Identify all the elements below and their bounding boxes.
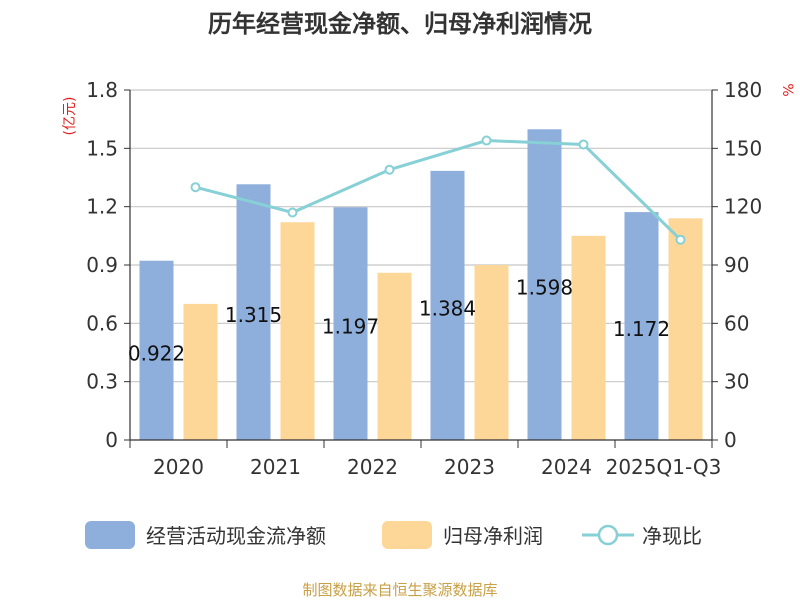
legend: 经营活动现金流净额 归母净利润 净现比 (85, 521, 702, 549)
left-tick-label: 1.2 (86, 195, 118, 219)
right-tick-label: 60 (724, 311, 749, 335)
bar-net-profit (281, 222, 315, 440)
source-note: 制图数据来自恒生聚源数据库 (302, 581, 497, 599)
bar-net-profit (378, 273, 412, 440)
left-tick-label: 0 (105, 428, 118, 452)
legend-swatch-net-profit (382, 521, 432, 549)
ratio-point (677, 236, 685, 244)
right-tick-label: 90 (724, 253, 749, 277)
x-tick-label: 2020 (153, 455, 204, 479)
x-tick-label: 2025Q1-Q3 (606, 455, 722, 479)
right-tick-label: 30 (724, 370, 749, 394)
right-axis-unit: % (779, 83, 795, 96)
right-tick-label: 120 (724, 195, 762, 219)
chart-canvas: 历年经营现金净额、归母净利润情况 0 0.3 0.6 0.9 1.2 1.5 1.8 0 30 6… (0, 0, 800, 600)
bar-data-label: 1.172 (613, 317, 670, 341)
bar-net-profit (184, 304, 218, 440)
ratio-point (483, 137, 491, 145)
left-axis-unit: (亿元) (62, 97, 78, 136)
bar-data-label: 1.315 (225, 303, 282, 327)
ratio-point (386, 166, 394, 174)
x-tick-label: 2022 (347, 455, 398, 479)
bar-data-label: 1.598 (516, 276, 573, 300)
right-tick-label: 180 (724, 78, 762, 102)
ratio-point (289, 209, 297, 217)
legend-swatch-ratio-marker (599, 526, 617, 544)
bars-group (140, 129, 703, 440)
bar-net-profit (572, 236, 606, 440)
chart-title: 历年经营现金净额、归母净利润情况 (208, 10, 592, 38)
bar-data-label: 0.922 (128, 341, 185, 365)
ratio-point (580, 140, 588, 148)
legend-label: 经营活动现金流净额 (146, 524, 326, 548)
left-tick-label: 0.3 (86, 370, 118, 394)
left-tick-label: 0.6 (86, 311, 118, 335)
legend-label: 归母净利润 (443, 524, 543, 548)
x-tick-label: 2024 (541, 455, 592, 479)
x-tick-label: 2023 (444, 455, 495, 479)
left-tick-label: 1.8 (86, 78, 118, 102)
bar-net-profit (475, 265, 509, 440)
legend-swatch-cashflow (85, 521, 135, 549)
right-tick-label: 150 (724, 136, 762, 160)
x-tick-label: 2021 (250, 455, 301, 479)
bar-net-profit (669, 218, 703, 440)
bar-data-label: 1.197 (322, 315, 379, 339)
right-tick-label: 0 (724, 428, 737, 452)
left-tick-label: 1.5 (86, 136, 118, 160)
left-tick-label: 0.9 (86, 253, 118, 277)
ratio-point (192, 183, 200, 191)
legend-label: 净现比 (642, 524, 702, 548)
bar-data-label: 1.384 (419, 296, 476, 320)
